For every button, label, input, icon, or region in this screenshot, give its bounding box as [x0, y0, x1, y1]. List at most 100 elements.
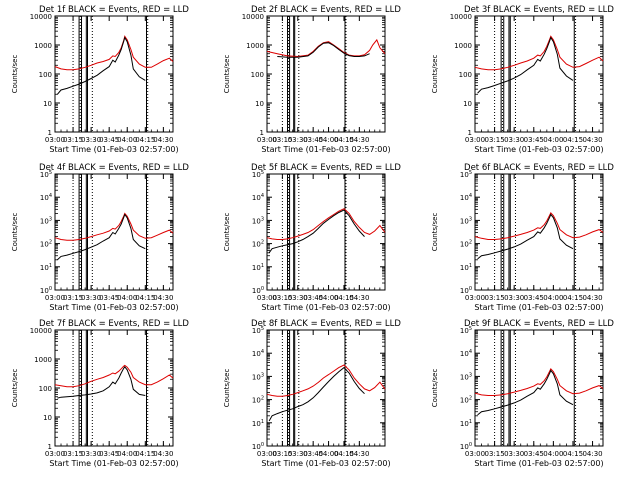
y-tick-label: 10000 — [242, 13, 264, 21]
chart-panel-8: Det 8f BLACK = Events, RED = LLD Counts/s… — [223, 319, 401, 468]
y-tick-label: 1000 — [454, 42, 472, 50]
y-tick-label: 1000 — [34, 42, 52, 50]
y-tick-label: 103 — [252, 372, 264, 381]
y-axis-label: Counts/sec — [11, 369, 19, 408]
y-tick-label: 105 — [460, 326, 472, 335]
plot-frame — [54, 173, 174, 291]
y-tick-label: 102 — [40, 240, 52, 249]
y-tick-label: 100 — [251, 71, 264, 79]
y-tick-label: 101 — [460, 263, 472, 272]
y-tick-label: 105 — [460, 170, 472, 179]
y-tick-label: 100 — [40, 286, 52, 295]
y-tick-label: 105 — [252, 326, 264, 335]
plot-frame — [266, 15, 386, 133]
x-tick-label: 03:00 — [465, 136, 485, 144]
y-axis-label: Counts/sec — [11, 213, 19, 252]
series-line-lld — [474, 212, 604, 240]
x-tick-label: 03:45 — [524, 136, 544, 144]
y-axis-label: Counts/sec — [223, 213, 231, 252]
y-tick-label: 103 — [460, 372, 472, 381]
x-tick-label: 04:30 — [582, 136, 602, 144]
series-line-events — [477, 36, 574, 94]
x-tick-label: 04:00 — [543, 294, 563, 302]
x-tick-label: 04:00 — [318, 450, 338, 458]
series-line-lld — [266, 38, 386, 58]
y-tick-label: 100 — [459, 71, 472, 79]
x-tick-label: 03:15 — [484, 294, 504, 302]
x-axis-label: Start Time (01-Feb-03 02:57:00) — [474, 145, 603, 154]
y-tick-label: 104 — [252, 193, 264, 202]
y-tick-label: 101 — [40, 263, 52, 272]
x-tick-label: 03:00 — [45, 294, 65, 302]
x-axis-label: Start Time (01-Feb-03 02:57:00) — [261, 303, 390, 312]
x-tick-label: 03:30 — [81, 294, 101, 302]
x-tick-label: 04:15 — [334, 136, 354, 144]
y-tick-label: 101 — [252, 419, 264, 428]
series-line-lld — [474, 35, 604, 71]
y-tick-label: 10 — [43, 414, 52, 422]
chart-title: Det 2f BLACK = Events, RED = LLD — [251, 5, 401, 15]
x-tick-label: 04:00 — [117, 450, 137, 458]
x-tick-label: 03:30 — [288, 450, 308, 458]
x-tick-label: 03:00 — [45, 136, 65, 144]
y-axis-label: Counts/sec — [223, 55, 231, 94]
chart-title: Det 5f BLACK = Events, RED = LLD — [251, 163, 401, 173]
x-axis-label: Start Time (01-Feb-03 02:57:00) — [49, 145, 178, 154]
x-tick-label: 04:00 — [117, 136, 137, 144]
series-line-events — [477, 369, 574, 416]
y-tick-label: 101 — [252, 263, 264, 272]
x-tick-label: 03:45 — [303, 294, 323, 302]
x-tick-label: 03:30 — [288, 136, 308, 144]
x-tick-label: 03:15 — [63, 136, 83, 144]
chart-title: Det 3f BLACK = Events, RED = LLD — [464, 5, 614, 15]
chart-title: Det 4f BLACK = Events, RED = LLD — [39, 163, 189, 173]
chart-panel-5: Det 5f BLACK = Events, RED = LLD Counts/s… — [223, 163, 401, 312]
y-tick-label: 102 — [252, 240, 264, 249]
y-tick-label: 1000 — [34, 356, 52, 364]
series-line-lld — [474, 368, 604, 396]
y-tick-label: 100 — [39, 385, 52, 393]
x-tick-label: 03:45 — [524, 450, 544, 458]
series-line-events — [57, 365, 146, 399]
x-tick-label: 04:15 — [563, 136, 583, 144]
x-tick-label: 04:00 — [117, 294, 137, 302]
y-axis-label: Counts/sec — [431, 55, 439, 94]
x-tick-label: 03:00 — [465, 450, 485, 458]
x-tick-label: 03:15 — [272, 294, 292, 302]
y-tick-label: 10000 — [30, 327, 52, 335]
y-tick-label: 1000 — [246, 42, 264, 50]
x-tick-label: 03:30 — [81, 450, 101, 458]
y-axis-label: Counts/sec — [431, 369, 439, 408]
x-tick-label: 03:00 — [257, 136, 277, 144]
x-tick-label: 03:15 — [484, 450, 504, 458]
series-line-events — [268, 209, 365, 254]
y-tick-label: 105 — [40, 170, 52, 179]
x-tick-label: 03:45 — [303, 450, 323, 458]
x-tick-label: 03:15 — [272, 136, 292, 144]
y-axis-label: Counts/sec — [223, 369, 231, 408]
x-tick-label: 03:00 — [257, 294, 277, 302]
chart-panel-6: Det 6f BLACK = Events, RED = LLD Counts/s… — [431, 163, 614, 312]
y-tick-label: 100 — [252, 286, 264, 295]
x-tick-label: 03:15 — [484, 136, 504, 144]
chart-title: Det 9f BLACK = Events, RED = LLD — [464, 319, 614, 329]
y-tick-label: 104 — [460, 349, 472, 358]
series-line-events — [277, 42, 370, 58]
x-tick-label: 03:15 — [63, 450, 83, 458]
chart-title: Det 7f BLACK = Events, RED = LLD — [39, 319, 189, 329]
y-tick-label: 104 — [460, 193, 472, 202]
x-tick-label: 03:00 — [465, 294, 485, 302]
x-tick-label: 04:30 — [582, 450, 602, 458]
x-tick-label: 04:15 — [135, 450, 155, 458]
x-axis-label: Start Time (01-Feb-03 02:57:00) — [261, 459, 390, 468]
x-tick-label: 04:30 — [582, 294, 602, 302]
y-tick-label: 104 — [40, 193, 52, 202]
x-tick-label: 04:30 — [349, 136, 369, 144]
x-tick-label: 04:30 — [153, 450, 173, 458]
y-tick-label: 10 — [463, 100, 472, 108]
series-line-lld — [266, 364, 386, 397]
x-tick-label: 03:45 — [303, 136, 323, 144]
x-tick-label: 03:15 — [272, 450, 292, 458]
x-tick-label: 03:00 — [45, 450, 65, 458]
x-axis-label: Start Time (01-Feb-03 02:57:00) — [49, 303, 178, 312]
